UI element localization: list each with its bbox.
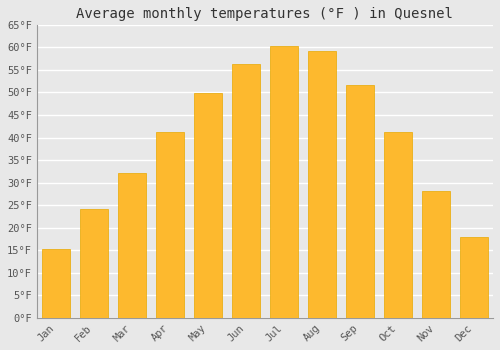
Bar <box>42 249 70 318</box>
Bar <box>422 191 450 318</box>
Bar <box>232 64 260 318</box>
Bar <box>460 237 488 318</box>
Bar <box>270 46 298 318</box>
Bar <box>156 132 184 318</box>
Bar <box>194 93 222 318</box>
Title: Average monthly temperatures (°F ) in Quesnel: Average monthly temperatures (°F ) in Qu… <box>76 7 454 21</box>
Bar <box>308 51 336 318</box>
Bar <box>118 173 146 318</box>
Bar <box>384 132 412 318</box>
Bar <box>346 85 374 318</box>
Bar <box>80 209 108 318</box>
